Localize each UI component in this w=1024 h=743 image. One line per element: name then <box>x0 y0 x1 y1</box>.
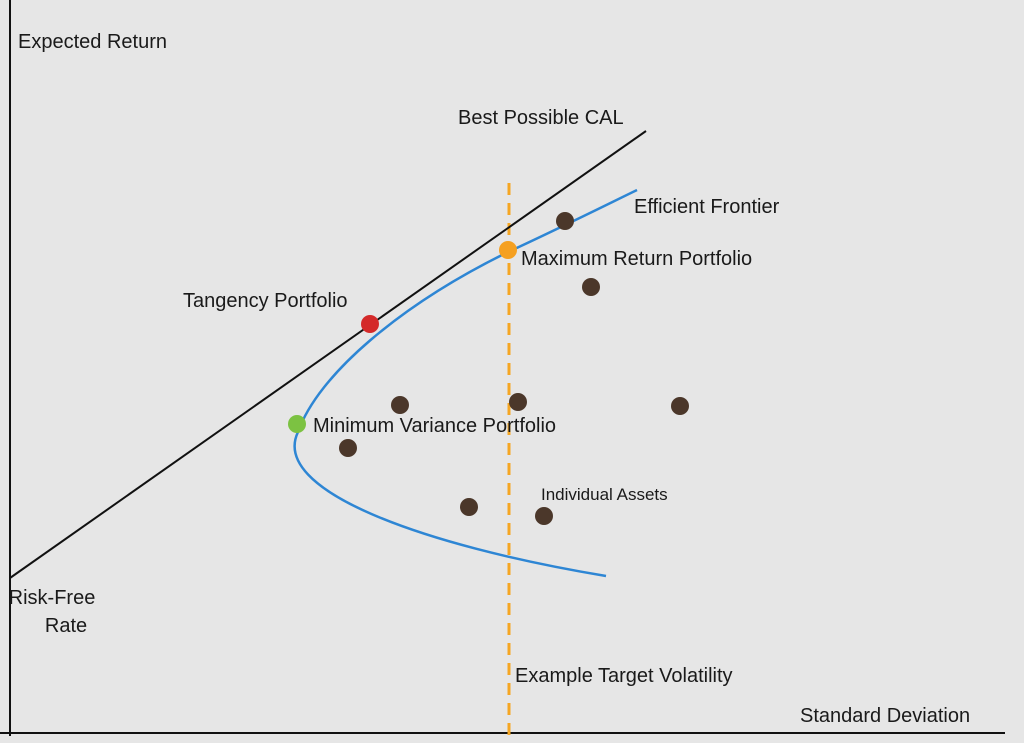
tangency-dot <box>361 315 379 333</box>
max-return-dot <box>499 241 517 259</box>
asset-dot <box>556 212 574 230</box>
asset-dot <box>671 397 689 415</box>
tangency-label: Tangency Portfolio <box>183 290 348 312</box>
assets-label: Individual Assets <box>541 485 668 504</box>
cal-label: Best Possible CAL <box>458 107 624 129</box>
asset-dots <box>339 212 689 525</box>
x-axis-label: Standard Deviation <box>800 705 970 727</box>
target-volatility-label: Example Target Volatility <box>515 665 733 687</box>
asset-dot <box>391 396 409 414</box>
risk-free-label: Risk-Free <box>9 587 96 609</box>
min-variance-label: Minimum Variance Portfolio <box>313 415 556 437</box>
asset-dot <box>535 507 553 525</box>
asset-dot <box>339 439 357 457</box>
risk-free-label: Rate <box>45 615 87 637</box>
cal-line <box>9 130 647 579</box>
asset-dot <box>509 393 527 411</box>
max-return-label: Maximum Return Portfolio <box>521 248 752 270</box>
min-variance-dot <box>288 415 306 433</box>
asset-dot <box>460 498 478 516</box>
frontier-label: Efficient Frontier <box>634 196 780 218</box>
y-axis-label: Expected Return <box>18 31 167 53</box>
asset-dot <box>582 278 600 296</box>
efficient-frontier <box>293 188 638 578</box>
